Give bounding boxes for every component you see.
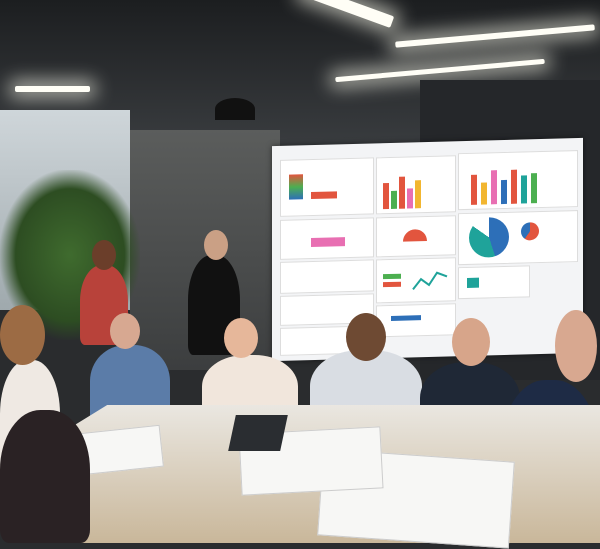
presentation-board [272, 137, 583, 362]
board-panel [280, 259, 374, 294]
person-head [224, 318, 258, 358]
person-head [110, 313, 140, 349]
person-head [452, 318, 490, 366]
board-panel [280, 217, 374, 260]
person-head [555, 310, 597, 382]
person-head [346, 313, 386, 361]
person-head [92, 240, 116, 270]
person-foreground [0, 410, 90, 543]
board-panel [280, 157, 374, 217]
person-head [204, 230, 228, 260]
line-chart [383, 271, 448, 290]
person-head [0, 305, 45, 365]
line-chart-panel [376, 257, 456, 304]
ceiling-light [15, 86, 90, 92]
board-panel [376, 303, 456, 338]
pie-chart-panel [458, 210, 578, 266]
board-panel [458, 265, 530, 300]
bar-chart-panel [376, 155, 456, 215]
laptop [228, 415, 288, 451]
bar-chart-panel [458, 150, 578, 211]
gauge-panel [376, 215, 456, 258]
pendant-lamp [215, 98, 255, 120]
